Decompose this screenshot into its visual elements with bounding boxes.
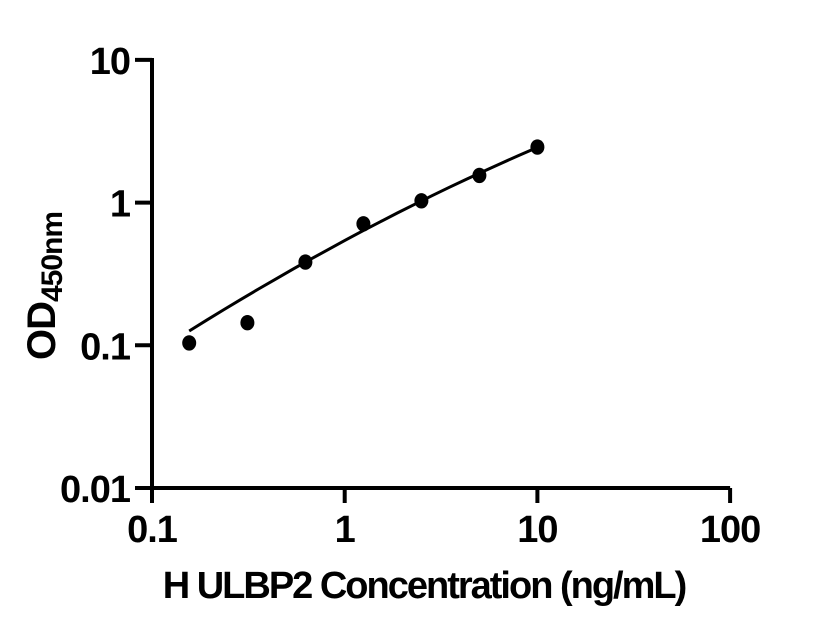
data-point (356, 216, 371, 232)
data-point (240, 315, 255, 331)
y-axis-tick-label: 0.1 (80, 326, 131, 368)
data-point (182, 335, 197, 351)
data-point (298, 254, 313, 270)
y-axis-tick-label: 10 (90, 41, 130, 83)
data-point (414, 193, 429, 209)
data-point (530, 139, 545, 155)
x-axis-tick-label: 10 (517, 509, 557, 551)
y-axis-tick-label: 1 (110, 184, 131, 226)
y-axis-tick-label: 0.01 (60, 469, 131, 511)
x-axis-tick-label: 1 (335, 509, 356, 551)
axis-spines (150, 58, 731, 490)
x-axis-tick-label: 0.1 (127, 509, 178, 551)
x-axis-tick-label: 100 (700, 509, 760, 551)
x-axis-title: H ULBP2 Concentration (ng/mL) (163, 565, 686, 607)
y-axis-title: OD450nm (20, 212, 69, 360)
data-point (472, 167, 487, 184)
